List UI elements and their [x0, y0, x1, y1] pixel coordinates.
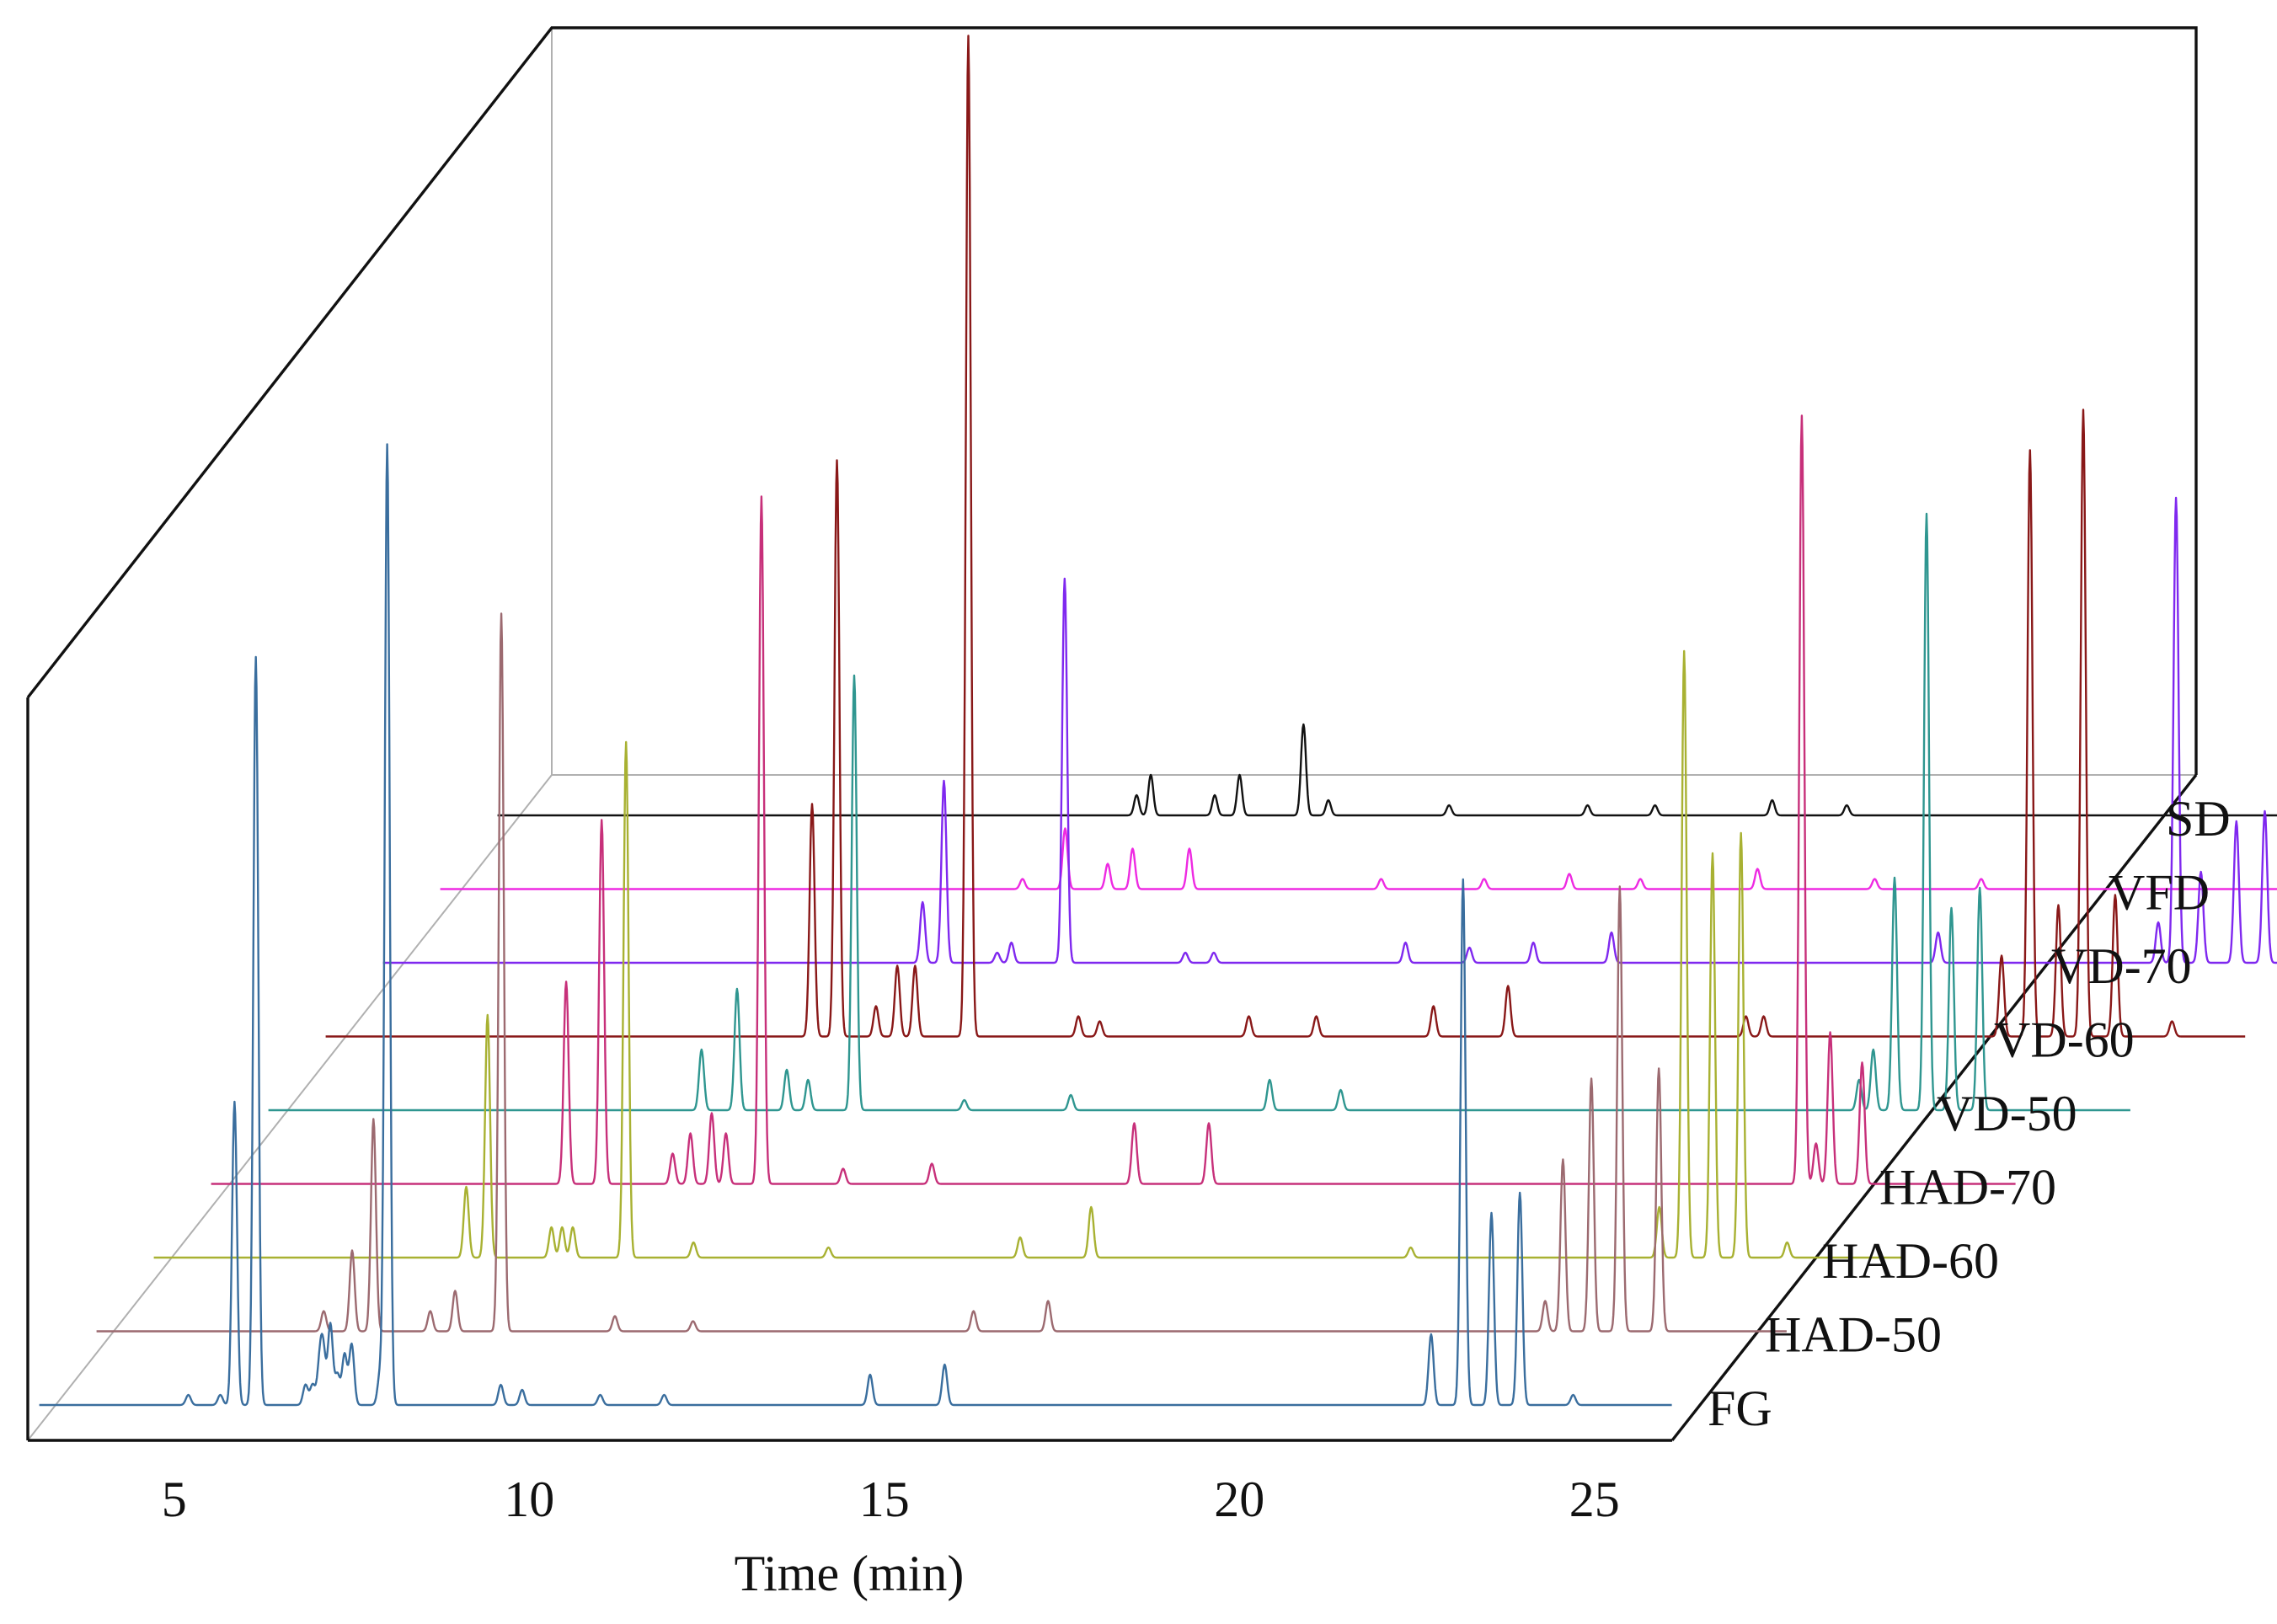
trace-had-50 — [96, 612, 1788, 1333]
series-label-vd-70: VD-70 — [2051, 938, 2192, 994]
series-label-sd: SD — [2166, 791, 2231, 847]
floor-left-edge — [27, 774, 553, 1441]
series-label-vfd: VFD — [2109, 865, 2210, 921]
x-tick-label-10: 10 — [504, 1472, 554, 1527]
trace-vfd — [440, 827, 2277, 890]
series-label-vd-60: VD-60 — [1994, 1012, 2135, 1068]
x-tick-label-15: 15 — [859, 1472, 910, 1527]
x-tick-label-25: 25 — [1569, 1472, 1620, 1527]
series-label-had-70: HAD-70 — [1879, 1160, 2056, 1215]
series-label-fg: FG — [1708, 1381, 1772, 1436]
trace-vd-50 — [268, 512, 2131, 1112]
back-wall — [551, 27, 2197, 776]
x-tick-label-5: 5 — [162, 1472, 187, 1527]
series-label-had-60: HAD-60 — [1822, 1233, 1999, 1289]
trace-vd-60 — [325, 35, 2246, 1038]
x-tick-label-20: 20 — [1214, 1472, 1264, 1527]
series-label-had-50: HAD-50 — [1765, 1307, 1942, 1363]
x-axis-label: Time (min) — [735, 1546, 965, 1601]
x-tick-labels: 5 10 15 20 25 — [162, 1472, 1620, 1527]
trace-fg — [39, 443, 1673, 1407]
plot-box — [26, 26, 2198, 1442]
box-outline — [26, 26, 2198, 775]
trace-sd — [497, 723, 2277, 817]
trace-had-70 — [211, 414, 2017, 1185]
traces — [39, 35, 2277, 1407]
trace-vd-70 — [382, 496, 2277, 964]
trace-had-60 — [153, 649, 1902, 1259]
series-labels: SD VFD VD-70 VD-60 VD-50 HAD-70 HAD-60 HAD-50 FG — [1708, 791, 2231, 1436]
series-label-vd-50: VD-50 — [1937, 1086, 2077, 1141]
